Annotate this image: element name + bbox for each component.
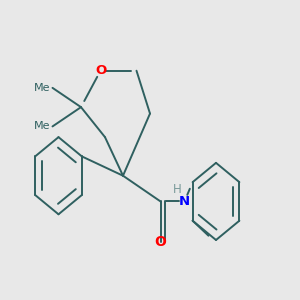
Text: H: H [172, 183, 182, 196]
Text: Me: Me [34, 122, 50, 131]
Text: Me: Me [34, 83, 50, 93]
Text: N: N [179, 195, 190, 208]
Text: O: O [95, 64, 106, 77]
Text: O: O [154, 235, 166, 249]
